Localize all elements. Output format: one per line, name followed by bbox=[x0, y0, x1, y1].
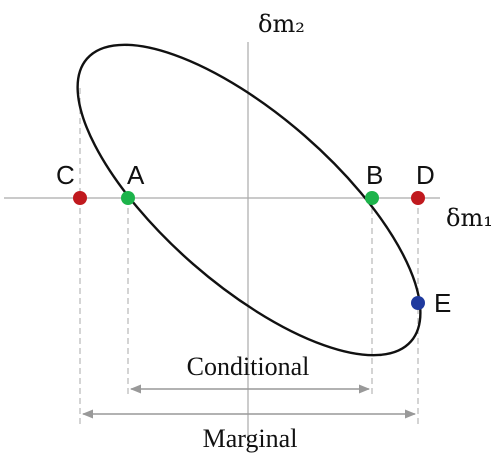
point-e-label: E bbox=[434, 288, 451, 318]
point-d bbox=[411, 191, 425, 205]
uncertainty-ellipse bbox=[76, 43, 422, 357]
x-axis-label: δm₁ bbox=[446, 204, 493, 232]
marginal-label: Marginal bbox=[203, 424, 298, 453]
point-b bbox=[365, 191, 379, 205]
point-a-label: A bbox=[127, 160, 145, 190]
y-axis-label: δm₂ bbox=[258, 10, 305, 38]
conditional-label: Conditional bbox=[187, 352, 310, 381]
point-a bbox=[121, 191, 135, 205]
point-b-label: B bbox=[366, 160, 383, 190]
point-e bbox=[411, 296, 425, 310]
point-c-label: C bbox=[56, 160, 75, 190]
point-d-label: D bbox=[416, 160, 435, 190]
point-c bbox=[73, 191, 87, 205]
